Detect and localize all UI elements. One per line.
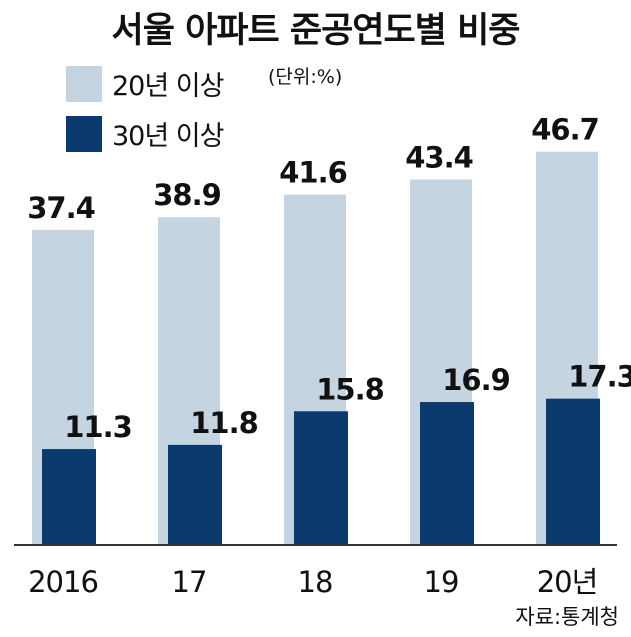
source-label: 자료:통계청 — [515, 605, 619, 629]
bar-30yr-3 — [420, 402, 474, 544]
category-label-2: 18 — [298, 565, 333, 599]
bar-30yr-1 — [168, 444, 222, 544]
chart-title: 서울 아파트 준공연도별 비중 — [111, 11, 521, 51]
legend-label-30: 30년 이상 — [112, 121, 224, 152]
category-label-3: 19 — [424, 565, 459, 599]
value-label-20yr-3: 43.4 — [405, 140, 473, 174]
value-label-30yr-1: 11.8 — [190, 406, 258, 440]
value-label-20yr-2: 41.6 — [279, 156, 347, 190]
unit-label: (단위:%) — [268, 66, 343, 88]
value-label-30yr-4: 17.3 — [568, 360, 631, 394]
value-label-30yr-2: 15.8 — [316, 372, 384, 406]
legend-item-30: 30년 이상 — [66, 114, 224, 153]
value-label-20yr-4: 46.7 — [531, 113, 599, 147]
value-label-20yr-0: 37.4 — [27, 191, 95, 225]
legend-swatch-20 — [66, 65, 102, 102]
category-label-1: 17 — [172, 565, 207, 599]
legend-item-20: 20년 이상 — [66, 64, 224, 103]
bar-30yr-0 — [42, 449, 96, 544]
bar-30yr-2 — [294, 411, 348, 544]
category-label-0: 2016 — [28, 565, 98, 599]
legend-label-20: 20년 이상 — [112, 71, 224, 102]
category-label-4: 20년 — [537, 565, 598, 599]
bar-30yr-4 — [546, 398, 600, 544]
legend-swatch-30 — [66, 115, 102, 152]
value-label-20yr-1: 38.9 — [153, 178, 221, 212]
value-label-30yr-3: 16.9 — [442, 363, 510, 397]
value-label-30yr-0: 11.3 — [64, 410, 132, 444]
